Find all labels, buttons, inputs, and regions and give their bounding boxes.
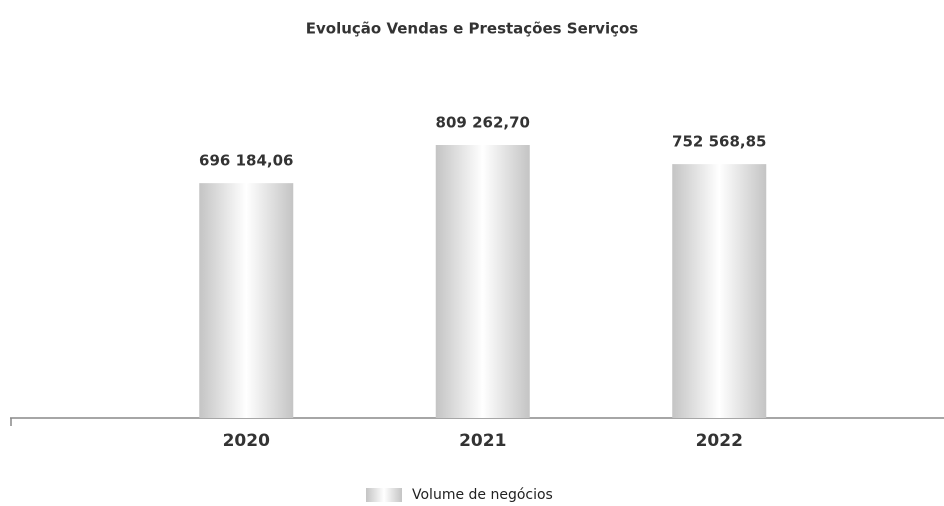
bar — [199, 183, 294, 418]
x-tick-label: 2022 — [696, 431, 743, 451]
data-label: 696 184,06 — [199, 152, 293, 170]
bar — [435, 145, 530, 418]
x-tick-label: 2020 — [223, 431, 270, 451]
legend-swatch — [366, 488, 402, 502]
data-label: 809 262,70 — [436, 114, 530, 132]
x-tick-label: 2021 — [459, 431, 506, 451]
data-label: 752 568,85 — [672, 133, 766, 151]
bar — [672, 164, 767, 418]
chart-title: Evolução Vendas e Prestações Serviços — [306, 20, 639, 38]
legend-label: Volume de negócios — [412, 487, 553, 503]
